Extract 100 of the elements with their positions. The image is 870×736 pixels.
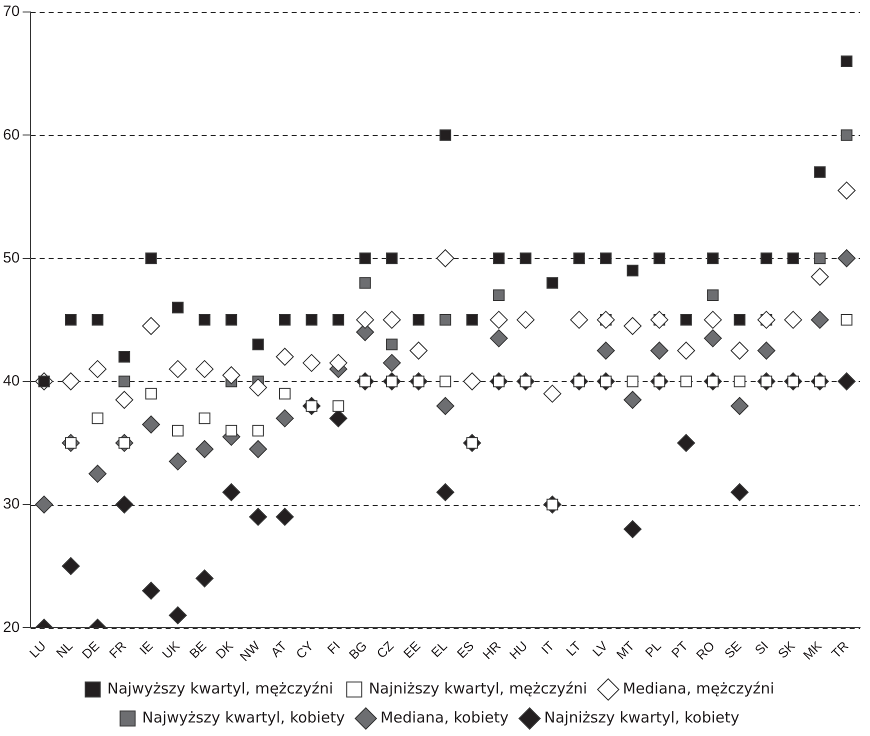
x-tick-label: CZ — [374, 638, 397, 662]
point — [65, 314, 77, 326]
point — [840, 129, 852, 141]
point — [198, 314, 210, 326]
point — [168, 606, 187, 624]
point — [493, 289, 505, 302]
y-tick-label: 70 — [2, 3, 20, 20]
point — [596, 310, 615, 329]
point — [730, 397, 749, 416]
point — [386, 338, 398, 350]
point — [276, 409, 294, 428]
point — [677, 434, 696, 452]
x-tick-label: AT — [268, 638, 290, 660]
point — [650, 310, 668, 329]
point — [573, 252, 585, 264]
legend-label: Mediana, kobiety — [380, 708, 509, 726]
point — [704, 329, 722, 348]
point — [546, 277, 558, 289]
x-tick-label: BG — [346, 638, 370, 662]
point — [680, 314, 692, 326]
point — [226, 424, 238, 436]
y-tick-label: 40 — [2, 372, 20, 390]
x-tick-label: NL — [53, 638, 76, 661]
point — [88, 464, 107, 483]
legend-label: Najniższy kwartyl, mężczyźni — [368, 679, 588, 698]
point — [730, 483, 749, 502]
x-tick-label: HU — [506, 638, 530, 662]
point — [436, 483, 454, 502]
x-tick-label: RO — [693, 638, 718, 663]
point — [810, 310, 829, 329]
point — [359, 252, 371, 264]
point — [249, 508, 268, 526]
x-tick-label: NW — [236, 638, 264, 664]
point — [757, 310, 776, 329]
x-tick-label: MT — [613, 638, 638, 662]
point — [249, 378, 268, 397]
legend-label: Najwyższy kwartyl, kobiety — [142, 708, 345, 726]
point — [624, 390, 642, 409]
point — [196, 440, 214, 458]
x-tick-label: LT — [563, 638, 584, 659]
x-tick-label: SE — [721, 638, 744, 662]
point — [600, 252, 612, 264]
point — [707, 289, 719, 302]
x-tick-label: IE — [136, 638, 156, 658]
x-tick-label: ES — [454, 638, 477, 662]
point — [838, 249, 856, 268]
y-tick-label: 60 — [2, 126, 20, 144]
point — [222, 483, 240, 502]
point — [466, 314, 478, 326]
point — [412, 314, 424, 326]
point — [279, 314, 291, 326]
point — [814, 166, 826, 178]
x-tick-label: FI — [324, 638, 343, 657]
point — [118, 350, 130, 363]
point — [626, 264, 638, 276]
point — [787, 252, 799, 264]
point — [624, 520, 642, 538]
point — [440, 314, 452, 326]
x-tick-label: BE — [186, 638, 210, 662]
x-tick-label: TR — [828, 638, 852, 662]
point — [252, 338, 264, 350]
x-tick-label: PL — [642, 638, 664, 660]
point — [490, 329, 508, 348]
point — [145, 252, 157, 264]
point — [332, 314, 344, 326]
point — [226, 314, 238, 326]
x-tick-label: IT — [538, 638, 558, 657]
point — [838, 372, 856, 390]
point — [172, 302, 184, 314]
point — [249, 440, 268, 458]
point — [142, 582, 160, 600]
point — [359, 277, 371, 289]
point — [650, 342, 668, 360]
x-tick-label: HR — [480, 638, 504, 662]
x-tick-label: DE — [78, 638, 102, 662]
point — [62, 557, 80, 576]
point — [306, 314, 318, 326]
x-tick-label: EE — [400, 638, 424, 662]
legend-label: Najwyższy kwartyl, mężczyźni — [107, 679, 334, 698]
point — [493, 252, 505, 264]
point — [436, 397, 454, 416]
y-tick-label: 20 — [2, 618, 20, 636]
point — [520, 252, 532, 264]
x-tick-label: MK — [800, 638, 825, 663]
x-tick-label: EL — [428, 638, 450, 660]
point — [440, 129, 452, 141]
x-tick-label: SK — [774, 638, 798, 662]
point — [329, 354, 348, 372]
point — [814, 252, 826, 264]
point — [707, 252, 719, 264]
x-tick-label: LV — [589, 638, 611, 660]
point — [142, 415, 160, 434]
x-tick-label: PT — [668, 638, 691, 661]
x-tick-label: SI — [752, 638, 772, 658]
point — [92, 314, 104, 326]
point — [276, 508, 294, 526]
point — [386, 252, 398, 264]
legend-label: Najniższy kwartyl, kobiety — [544, 708, 740, 726]
x-tick-label: FR — [106, 638, 129, 662]
x-tick-label: LU — [26, 638, 49, 661]
